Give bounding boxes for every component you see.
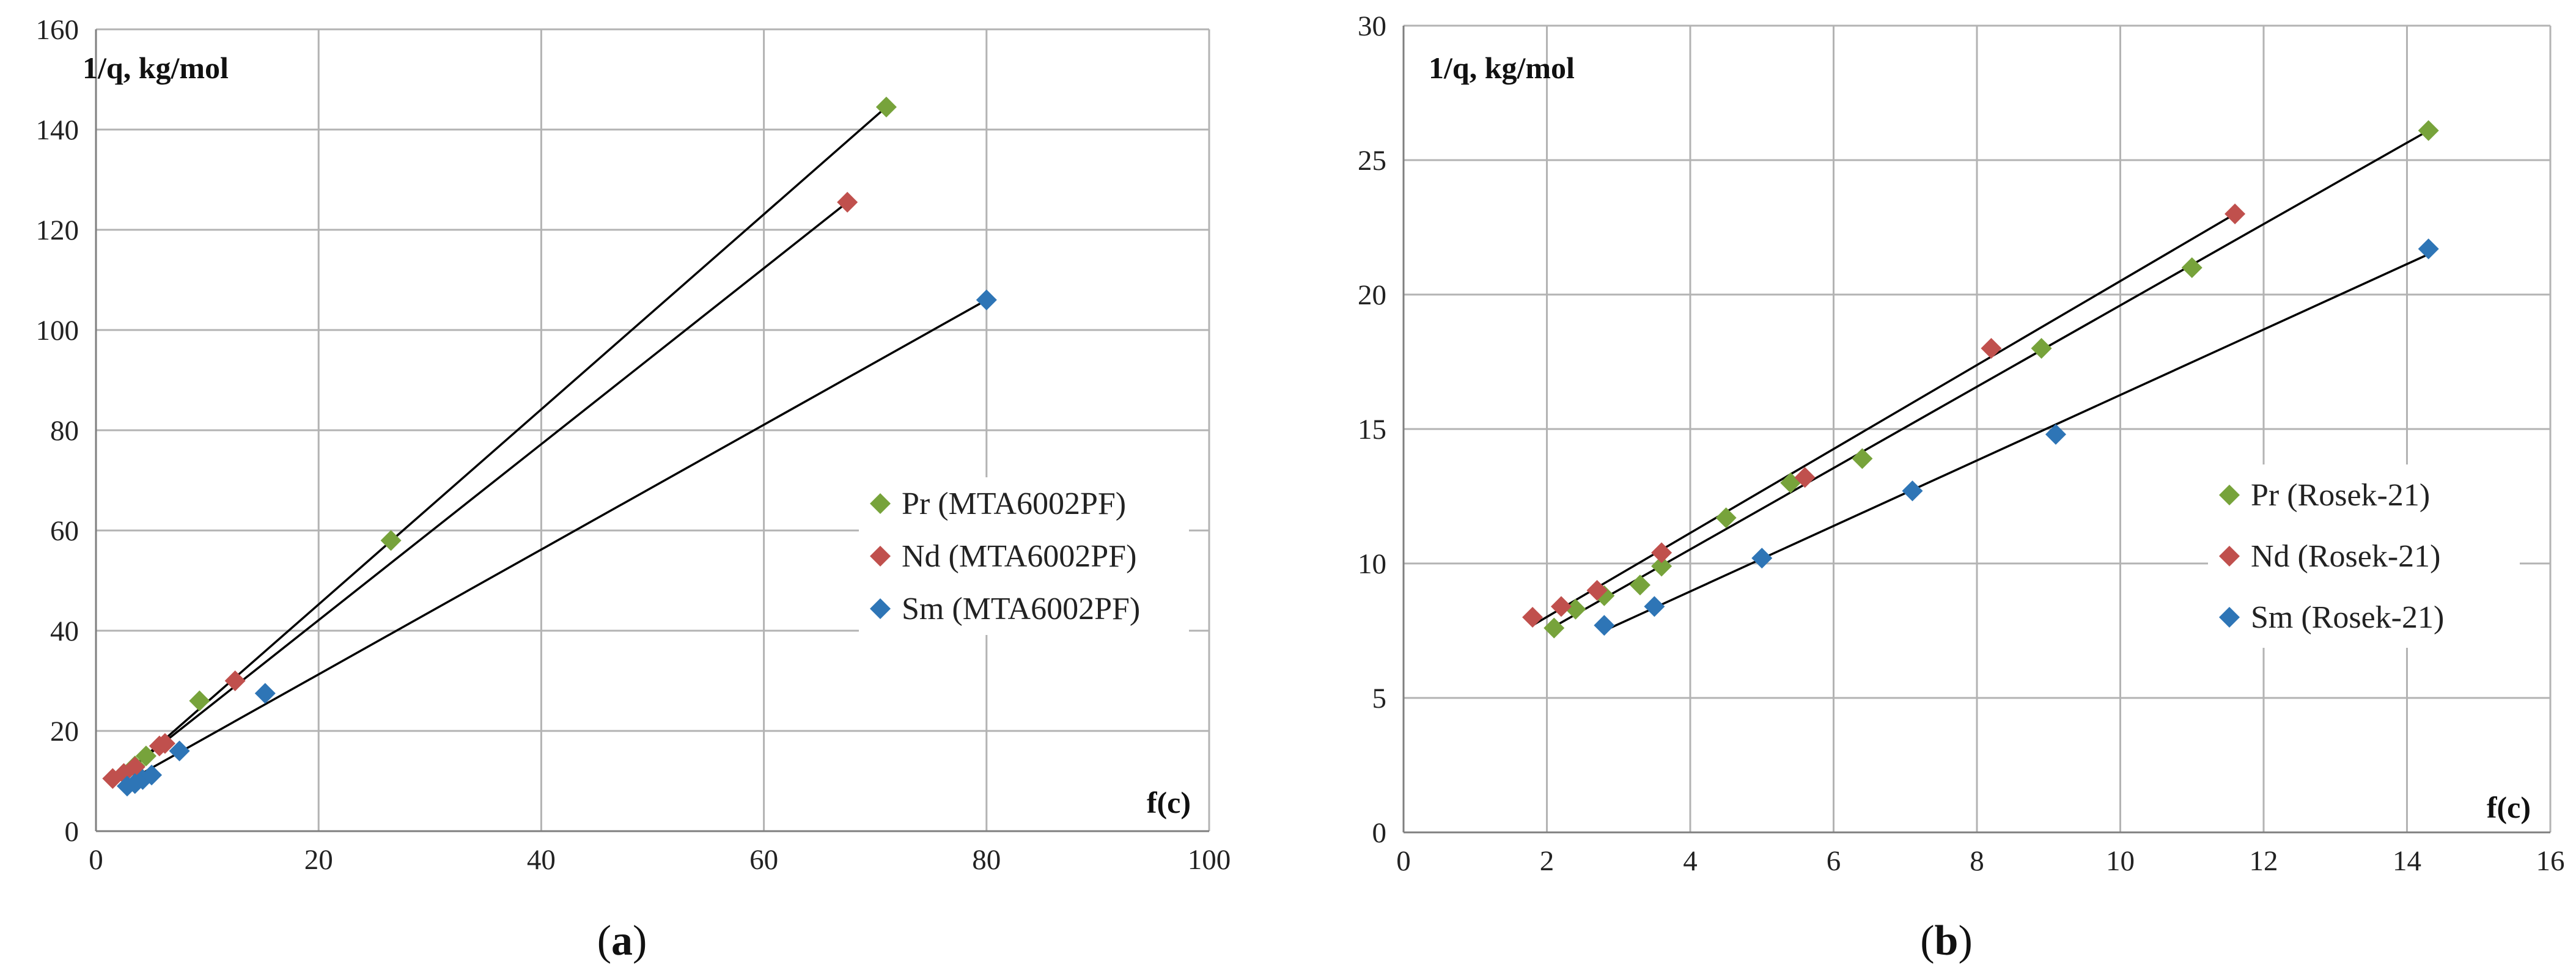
y-axis-title: 1/q, kg/mol bbox=[1429, 51, 1575, 85]
legend-box bbox=[859, 477, 1189, 635]
data-point bbox=[1651, 542, 1673, 563]
x-tick-label: 0 bbox=[89, 844, 103, 876]
y-tick-label: 30 bbox=[1358, 10, 1386, 42]
data-point bbox=[135, 746, 156, 766]
data-point bbox=[154, 733, 175, 754]
data-point bbox=[1550, 596, 1572, 617]
legend-box bbox=[2208, 464, 2520, 648]
x-tick-label: 16 bbox=[2536, 845, 2565, 877]
data-point bbox=[1715, 507, 1737, 529]
y-tick-label: 0 bbox=[65, 816, 79, 848]
x-tick-label: 0 bbox=[1396, 845, 1411, 877]
data-point bbox=[837, 191, 858, 213]
y-tick-label: 0 bbox=[1372, 817, 1387, 849]
y-tick-label: 25 bbox=[1358, 145, 1386, 177]
x-tick-label: 40 bbox=[527, 844, 556, 876]
legend-entry: Pr (Rosek-21) bbox=[2251, 478, 2430, 513]
data-point bbox=[1852, 448, 1873, 469]
x-tick-label: 14 bbox=[2393, 845, 2421, 877]
trend-line bbox=[123, 299, 987, 785]
x-tick-label: 80 bbox=[972, 844, 1001, 876]
x-tick-label: 100 bbox=[1188, 844, 1231, 876]
data-point bbox=[1629, 574, 1650, 596]
x-tick-label: 20 bbox=[304, 844, 333, 876]
y-tick-label: 140 bbox=[36, 114, 79, 146]
y-tick-label: 60 bbox=[50, 515, 79, 547]
y-tick-label: 40 bbox=[50, 615, 79, 647]
panel-label: (b) bbox=[1920, 917, 1973, 964]
y-tick-label: 15 bbox=[1358, 414, 1386, 446]
data-point bbox=[2418, 238, 2439, 260]
trend-line bbox=[1532, 213, 2236, 626]
y-tick-label: 20 bbox=[50, 716, 79, 747]
data-point bbox=[1586, 580, 1608, 601]
data-point bbox=[875, 97, 897, 118]
x-tick-label: 10 bbox=[2106, 845, 2135, 877]
data-point bbox=[1902, 480, 1923, 502]
x-axis-title: f(c) bbox=[2487, 790, 2531, 824]
y-tick-label: 80 bbox=[50, 415, 79, 447]
legend-entry: Pr (MTA6002PF) bbox=[902, 486, 1126, 521]
legend-marker bbox=[870, 493, 891, 514]
trend-line bbox=[120, 106, 888, 778]
data-point bbox=[1651, 556, 1673, 577]
legend-marker bbox=[870, 598, 891, 619]
legend-marker bbox=[870, 546, 891, 567]
x-tick-label: 6 bbox=[1827, 845, 1841, 877]
trend-line bbox=[1546, 130, 2429, 632]
panel-label: (a) bbox=[597, 917, 647, 964]
data-point bbox=[2418, 120, 2439, 141]
trend-line bbox=[1603, 253, 2429, 632]
data-point bbox=[2181, 257, 2202, 278]
y-tick-label: 160 bbox=[36, 14, 79, 46]
x-tick-label: 12 bbox=[2250, 845, 2278, 877]
x-tick-label: 2 bbox=[1540, 845, 1555, 877]
data-point bbox=[1522, 607, 1544, 628]
trend-line bbox=[117, 201, 848, 780]
data-point bbox=[169, 740, 190, 761]
legend-entry: Nd (Rosek-21) bbox=[2251, 539, 2441, 574]
legend-marker bbox=[2219, 607, 2240, 628]
x-tick-label: 60 bbox=[749, 844, 778, 876]
data-point bbox=[1644, 596, 1665, 617]
y-tick-label: 10 bbox=[1358, 548, 1386, 580]
data-point bbox=[976, 289, 997, 310]
data-point bbox=[380, 530, 402, 551]
y-tick-label: 5 bbox=[1372, 683, 1387, 714]
data-point bbox=[2031, 338, 2052, 359]
data-point bbox=[1794, 467, 1816, 488]
data-point bbox=[2045, 424, 2066, 445]
legend-marker bbox=[2219, 485, 2240, 505]
y-tick-label: 120 bbox=[36, 215, 79, 246]
x-axis-title: f(c) bbox=[1147, 785, 1191, 820]
data-point bbox=[1594, 615, 1615, 636]
legend-entry: Nd (MTA6002PF) bbox=[902, 539, 1136, 574]
data-point bbox=[1565, 598, 1586, 620]
data-point bbox=[1544, 617, 1565, 639]
y-axis-title: 1/q, kg/mol bbox=[83, 51, 229, 85]
data-point bbox=[189, 690, 210, 711]
data-point bbox=[254, 683, 276, 704]
data-point bbox=[141, 765, 163, 786]
y-tick-label: 20 bbox=[1358, 279, 1386, 311]
data-point bbox=[1981, 338, 2002, 359]
x-tick-label: 4 bbox=[1683, 845, 1698, 877]
data-point bbox=[1751, 548, 1773, 569]
data-point bbox=[224, 670, 246, 691]
legend-marker bbox=[2219, 546, 2240, 567]
x-tick-label: 8 bbox=[1970, 845, 1984, 877]
legend-entry: Sm (Rosek-21) bbox=[2251, 600, 2444, 635]
y-tick-label: 100 bbox=[36, 315, 79, 347]
legend-entry: Sm (MTA6002PF) bbox=[902, 592, 1140, 626]
data-point bbox=[2225, 204, 2246, 224]
